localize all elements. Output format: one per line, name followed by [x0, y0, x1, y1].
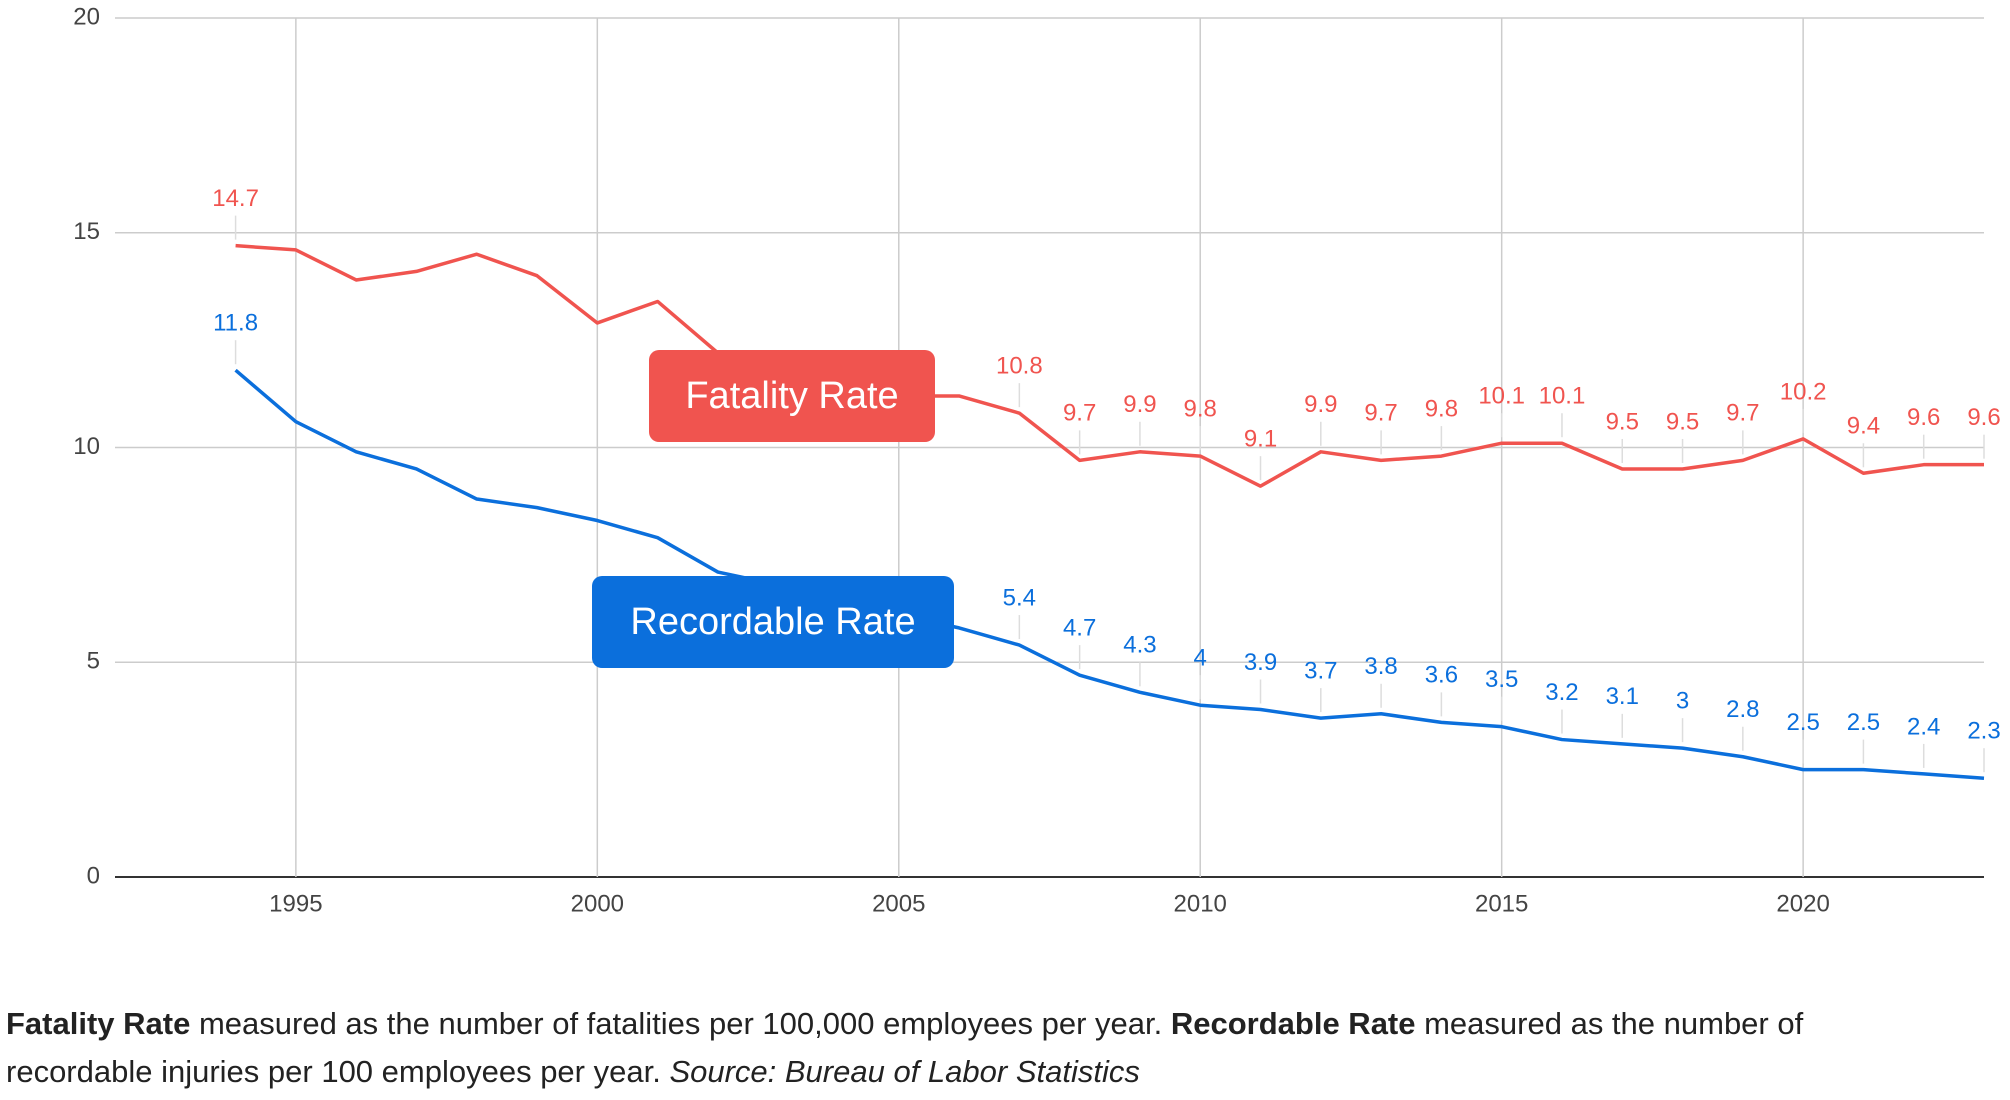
caption-segment: Recordable Rate	[1170, 1006, 1416, 1041]
data-label: 9.1	[1244, 425, 1277, 452]
x-tick-label: 1995	[269, 890, 322, 917]
x-tick-label: 2010	[1174, 890, 1227, 917]
y-tick-label: 5	[87, 648, 100, 675]
data-label: 10.2	[1780, 378, 1827, 405]
data-label: 3.2	[1545, 679, 1578, 706]
data-label: 2.8	[1726, 696, 1759, 723]
data-label: 4	[1194, 645, 1207, 672]
data-label: 9.8	[1425, 395, 1458, 422]
data-label: 3.6	[1425, 662, 1458, 689]
data-label: 2.4	[1907, 713, 1940, 740]
series-name-box	[649, 350, 935, 442]
data-label: 3.9	[1244, 649, 1277, 676]
x-tick-label: 2005	[872, 890, 925, 917]
y-tick-label: 20	[73, 3, 100, 30]
caption-segment: measured as the number of recordable inj…	[6, 1006, 1804, 1089]
data-label: 9.5	[1666, 408, 1699, 435]
data-label: 9.8	[1184, 395, 1217, 422]
data-label: 2.5	[1786, 709, 1819, 736]
data-label: 9.7	[1726, 400, 1759, 427]
data-label: 2.5	[1847, 709, 1880, 736]
data-label: 9.6	[1967, 404, 2000, 431]
data-label: 9.9	[1123, 391, 1156, 418]
caption-segment: measured as the number of fatalities per…	[190, 1006, 1171, 1041]
data-label: 9.6	[1907, 404, 1940, 431]
data-label: 2.3	[1967, 718, 2000, 745]
data-label: 4.7	[1063, 614, 1096, 641]
series-line	[234, 368, 1985, 780]
chart: 0 5 10 15 20 1995 2000 2005 2010 2015 2020 14.7 10.8…	[73, 3, 2000, 917]
x-tick-label: 2015	[1475, 890, 1528, 917]
data-label: 10.8	[996, 352, 1043, 379]
y-tick-label: 15	[73, 218, 100, 245]
data-label: 3.8	[1364, 653, 1397, 680]
data-label: 9.9	[1304, 391, 1337, 418]
series-line	[235, 243, 1984, 488]
data-label: 9.7	[1063, 400, 1096, 427]
data-label: 10.1	[1539, 383, 1586, 410]
y-tick-label: 10	[73, 433, 100, 460]
data-label: 3.7	[1304, 657, 1337, 684]
data-label: 5.4	[1003, 584, 1036, 611]
x-tick-label: 2000	[571, 890, 624, 917]
data-label: 11.8	[213, 310, 258, 337]
caption-segment: Fatality Rate	[6, 1006, 191, 1041]
series-name: Fatality Rate	[685, 375, 898, 417]
y-tick-label: 0	[87, 862, 100, 889]
caption: Fatality Rate measured as the number of …	[6, 1000, 1806, 1096]
data-label: 4.3	[1123, 632, 1156, 659]
data-label: 3	[1676, 687, 1689, 714]
data-label: 14.7	[212, 185, 259, 212]
data-label: 9.4	[1847, 413, 1880, 440]
data-label: 9.5	[1606, 408, 1639, 435]
series-name-box	[592, 576, 954, 668]
caption-segment: Source: Bureau of Labor Statistics	[669, 1054, 1140, 1089]
data-label: 3.5	[1485, 666, 1518, 693]
series-name: Recordable Rate	[630, 601, 915, 643]
data-label: 9.7	[1364, 400, 1397, 427]
data-label: 10.1	[1478, 383, 1525, 410]
x-tick-label: 2020	[1776, 890, 1829, 917]
data-label: 3.1	[1606, 683, 1639, 710]
